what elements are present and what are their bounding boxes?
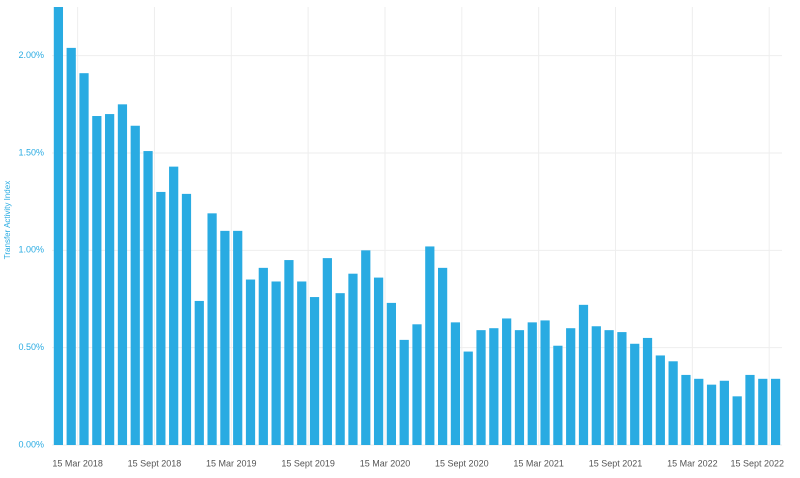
bar bbox=[105, 114, 115, 446]
x-tick-label: 15 Sept 2022 bbox=[730, 458, 784, 468]
bar bbox=[373, 277, 384, 445]
bar bbox=[630, 343, 640, 445]
bar bbox=[438, 267, 448, 445]
bar bbox=[706, 384, 717, 445]
bar bbox=[694, 378, 704, 445]
bar bbox=[156, 191, 166, 445]
bar bbox=[143, 151, 153, 445]
x-tick-label: 15 Mar 2018 bbox=[52, 458, 103, 468]
bar bbox=[566, 328, 576, 445]
bar bbox=[271, 281, 281, 445]
bar bbox=[117, 104, 128, 445]
bar bbox=[655, 355, 665, 445]
bar bbox=[463, 351, 473, 445]
bar bbox=[578, 304, 589, 445]
bar bbox=[335, 293, 345, 445]
x-tick-label: 15 Sept 2019 bbox=[281, 458, 335, 468]
bar bbox=[361, 250, 371, 445]
y-axis-title: Transfer Activity Index bbox=[3, 181, 12, 259]
x-tick-label: 15 Sept 2020 bbox=[435, 458, 489, 468]
bar bbox=[181, 193, 192, 445]
bar bbox=[642, 337, 653, 445]
bar bbox=[258, 267, 268, 445]
bar bbox=[53, 7, 64, 445]
bar bbox=[348, 273, 358, 445]
bar bbox=[233, 230, 243, 445]
x-tick-label: 15 Mar 2021 bbox=[513, 458, 564, 468]
y-tick-label: 0.50% bbox=[18, 342, 44, 352]
y-tick-label: 1.00% bbox=[18, 245, 44, 255]
bar bbox=[425, 246, 435, 445]
bar bbox=[527, 322, 537, 445]
bar bbox=[770, 378, 781, 445]
x-tick-label: 15 Mar 2020 bbox=[360, 458, 411, 468]
bar bbox=[220, 230, 230, 445]
bar bbox=[412, 324, 422, 445]
bar bbox=[514, 330, 525, 445]
bar bbox=[591, 326, 601, 445]
y-tick-label: 1.50% bbox=[18, 147, 44, 157]
bar bbox=[476, 330, 486, 445]
bar bbox=[719, 380, 729, 445]
bar bbox=[732, 396, 742, 445]
bar bbox=[297, 281, 307, 445]
bar bbox=[758, 378, 768, 445]
bar bbox=[681, 374, 691, 445]
bar bbox=[540, 320, 550, 445]
x-tick-label: 15 Mar 2022 bbox=[667, 458, 718, 468]
bar bbox=[745, 374, 755, 445]
x-tick-label: 15 Mar 2019 bbox=[206, 458, 257, 468]
bar bbox=[66, 47, 76, 445]
bar bbox=[207, 213, 217, 445]
y-tick-label: 2.00% bbox=[18, 50, 44, 60]
bar bbox=[617, 332, 627, 445]
bar bbox=[284, 260, 294, 445]
bar bbox=[450, 322, 461, 445]
bar bbox=[322, 258, 332, 445]
x-tick-label: 15 Sept 2018 bbox=[128, 458, 182, 468]
bar bbox=[399, 339, 409, 445]
bar bbox=[502, 318, 512, 445]
bar bbox=[489, 328, 499, 445]
bar bbox=[169, 166, 179, 446]
bar bbox=[79, 73, 89, 445]
bar bbox=[92, 116, 102, 445]
y-tick-label: 0.00% bbox=[18, 439, 44, 449]
bar bbox=[194, 300, 204, 445]
bar bbox=[604, 330, 614, 445]
bar bbox=[245, 279, 256, 445]
x-tick-label: 15 Sept 2021 bbox=[589, 458, 643, 468]
bar bbox=[386, 302, 396, 445]
bar bbox=[130, 125, 140, 445]
bar bbox=[309, 297, 320, 445]
bar bbox=[553, 345, 563, 445]
bar bbox=[668, 361, 678, 445]
